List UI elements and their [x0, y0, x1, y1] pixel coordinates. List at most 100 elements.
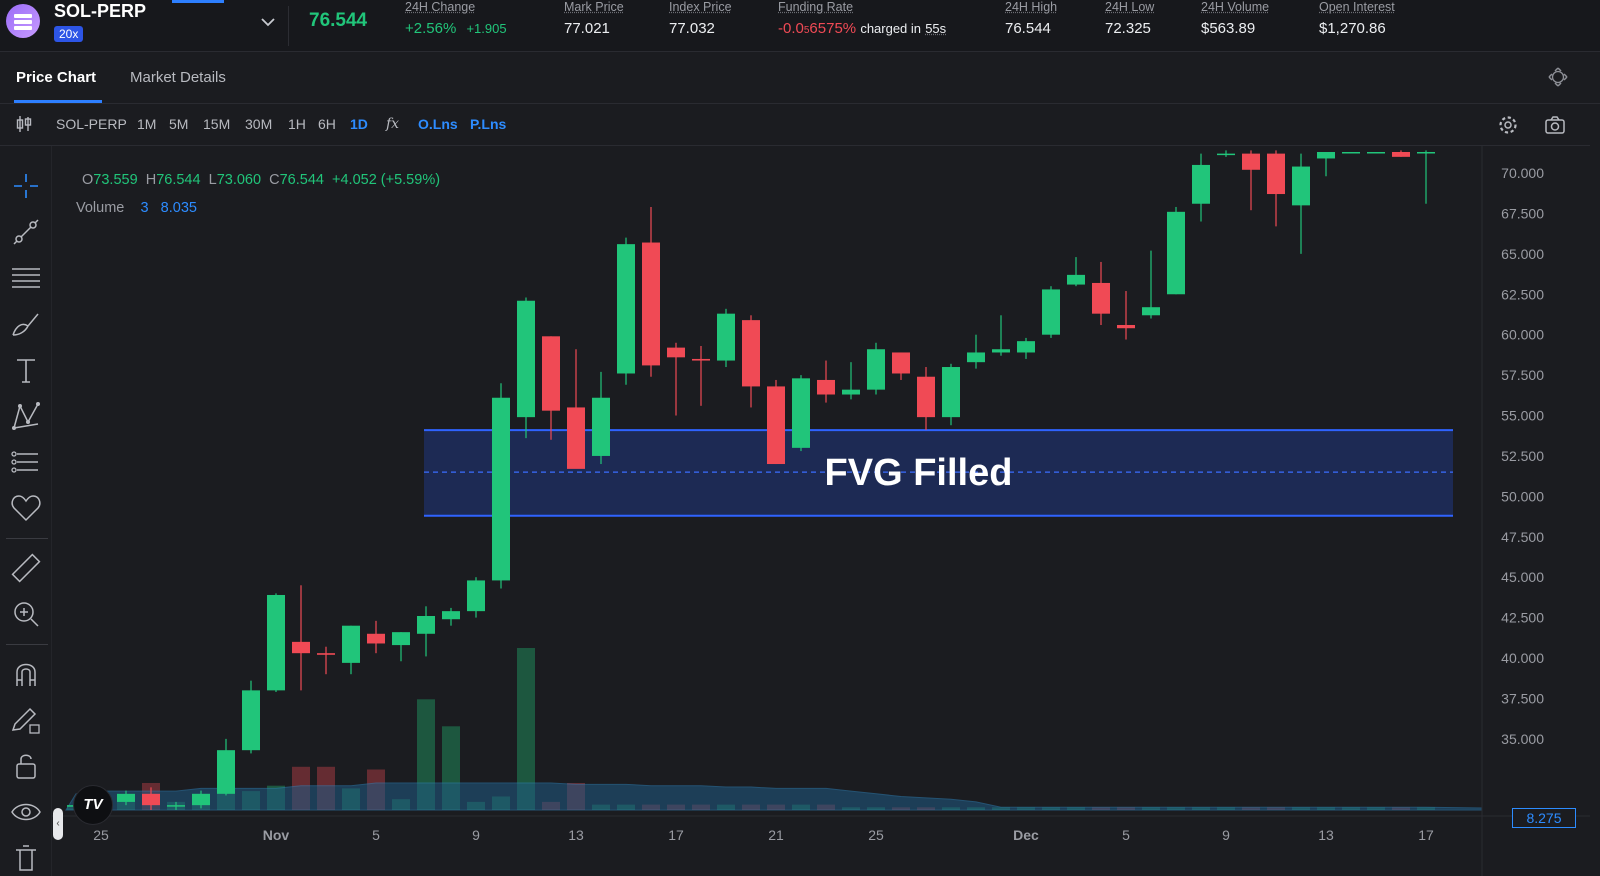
interval-1h[interactable]: 1H [288, 116, 306, 132]
camera-icon[interactable] [1544, 114, 1566, 136]
stat-24h-low: 24H Low 72.325 [1105, 0, 1154, 37]
price-tick-label: 50.000 [1501, 488, 1544, 504]
brush-icon[interactable] [8, 306, 44, 342]
crosshair-icon[interactable] [8, 168, 44, 204]
candle-body [1292, 166, 1310, 206]
volume-axis-badge: 8.275 [1512, 808, 1576, 828]
candle [467, 577, 485, 618]
candle [592, 371, 610, 465]
interval-1d[interactable]: 1D [350, 116, 368, 132]
stat-label: 24H Change [405, 0, 476, 14]
open-interest-value: $1,270.86 [1319, 20, 1386, 37]
candle-body [1167, 211, 1185, 295]
ohlc-legend: O73.559 H76.544 L73.060 C76.544 +4.052 (… [82, 172, 440, 188]
market-name[interactable]: SOL-PERP [54, 1, 147, 21]
mark-price-value: 77.021 [564, 20, 610, 37]
price-chart[interactable]: FVG Filled 70.000 67.500 65.000 62.500 60.00… [52, 146, 1590, 876]
text-icon[interactable] [8, 352, 44, 388]
candlestick-icon[interactable] [14, 114, 34, 134]
change-absolute: +1.905 [466, 21, 507, 36]
price-tick-label: 57.500 [1501, 367, 1544, 383]
candle [1067, 257, 1085, 287]
time-tick-label: 9 [1222, 827, 1230, 843]
candle [817, 360, 835, 403]
candle-body [442, 611, 460, 620]
candle-body [817, 379, 835, 395]
tab-market-details[interactable]: Market Details [130, 69, 226, 86]
candle [892, 352, 910, 380]
stat-24h-volume: 24H Volume $563.89 [1201, 0, 1269, 37]
symbol-selector[interactable]: SOL-PERP [56, 116, 127, 132]
order-lines-toggle[interactable]: O.Lns [418, 116, 458, 132]
chevron-down-icon[interactable] [258, 12, 278, 32]
candle [742, 315, 760, 408]
candle-body [342, 625, 360, 663]
candle [117, 790, 135, 806]
interval-15m[interactable]: 15M [203, 116, 231, 132]
candle-body [1067, 274, 1085, 285]
candle [442, 607, 460, 626]
candle [1117, 291, 1135, 340]
gear-icon[interactable] [1497, 114, 1519, 136]
tradingview-logo[interactable]: TV [73, 785, 113, 825]
price-tick-label: 45.000 [1501, 569, 1544, 585]
stat-label: 24H Volume [1201, 0, 1270, 14]
close-label: C [269, 172, 280, 188]
high-value: 76.544 [1005, 20, 1051, 37]
ruler-icon[interactable] [8, 550, 44, 586]
interval-5m[interactable]: 5M [169, 116, 189, 132]
magnet-icon[interactable] [8, 656, 44, 692]
lock-icon[interactable] [8, 748, 44, 784]
fvg-zone-label: FVG Filled [825, 452, 1013, 494]
market-header: SOL-PERP 20x 76.544 24H Change +2.56% +1… [0, 0, 1600, 52]
low-value: 73.060 [216, 172, 262, 188]
scroll-handle[interactable]: ‹ [53, 808, 63, 840]
pencil-lock-icon[interactable] [8, 702, 44, 738]
funding-rate-zeros: 5 [803, 25, 810, 36]
time-tick-label: 25 [93, 827, 109, 843]
pattern-icon[interactable] [8, 398, 44, 434]
price-axis: 70.000 67.500 65.000 62.500 60.000 57.500 55.0… [1481, 146, 1544, 876]
fullscreen-icon[interactable] [1547, 66, 1569, 88]
candle-body [542, 336, 560, 411]
trash-icon[interactable] [8, 840, 44, 876]
stat-index-price: Index Price 77.032 [669, 0, 732, 37]
tab-price-chart[interactable]: Price Chart [16, 69, 97, 86]
candle [1017, 337, 1035, 359]
candle-body [1242, 153, 1260, 170]
candle-body [767, 386, 785, 465]
high-value: 76.544 [156, 172, 201, 188]
price-tick-label: 65.000 [1501, 246, 1544, 262]
indicators-button[interactable]: fx [386, 116, 400, 132]
candle [417, 606, 435, 657]
interval-30m[interactable]: 30M [245, 116, 273, 132]
close-value: 76.544 [279, 172, 324, 188]
candle-body [1367, 152, 1385, 154]
candle-body [1092, 282, 1110, 314]
candle [167, 801, 185, 810]
volume-legend: Volume 3 8.035 [76, 200, 197, 216]
horizontal-lines-icon[interactable] [8, 260, 44, 296]
candle [317, 646, 335, 675]
interval-1m[interactable]: 1M [137, 116, 157, 132]
position-lines-toggle[interactable]: P.Lns [470, 116, 507, 132]
prediction-icon[interactable] [8, 444, 44, 480]
candle [1292, 153, 1310, 254]
eye-icon[interactable] [8, 794, 44, 830]
change-percent: +2.56% [405, 20, 457, 37]
candle [1367, 152, 1385, 154]
candle [142, 787, 160, 810]
candle-body [592, 397, 610, 456]
zoom-in-icon[interactable] [8, 596, 44, 632]
candle-body [217, 750, 235, 794]
trend-line-icon[interactable] [8, 214, 44, 250]
price-tick-label: 40.000 [1501, 650, 1544, 666]
candle [1142, 250, 1160, 319]
candle-body [167, 805, 185, 807]
candle [1242, 150, 1260, 211]
interval-6h[interactable]: 6H [318, 116, 336, 132]
price-tick-label: 52.500 [1501, 448, 1544, 464]
candle-body [192, 793, 210, 806]
heart-icon[interactable] [8, 490, 44, 526]
candle [692, 346, 710, 406]
